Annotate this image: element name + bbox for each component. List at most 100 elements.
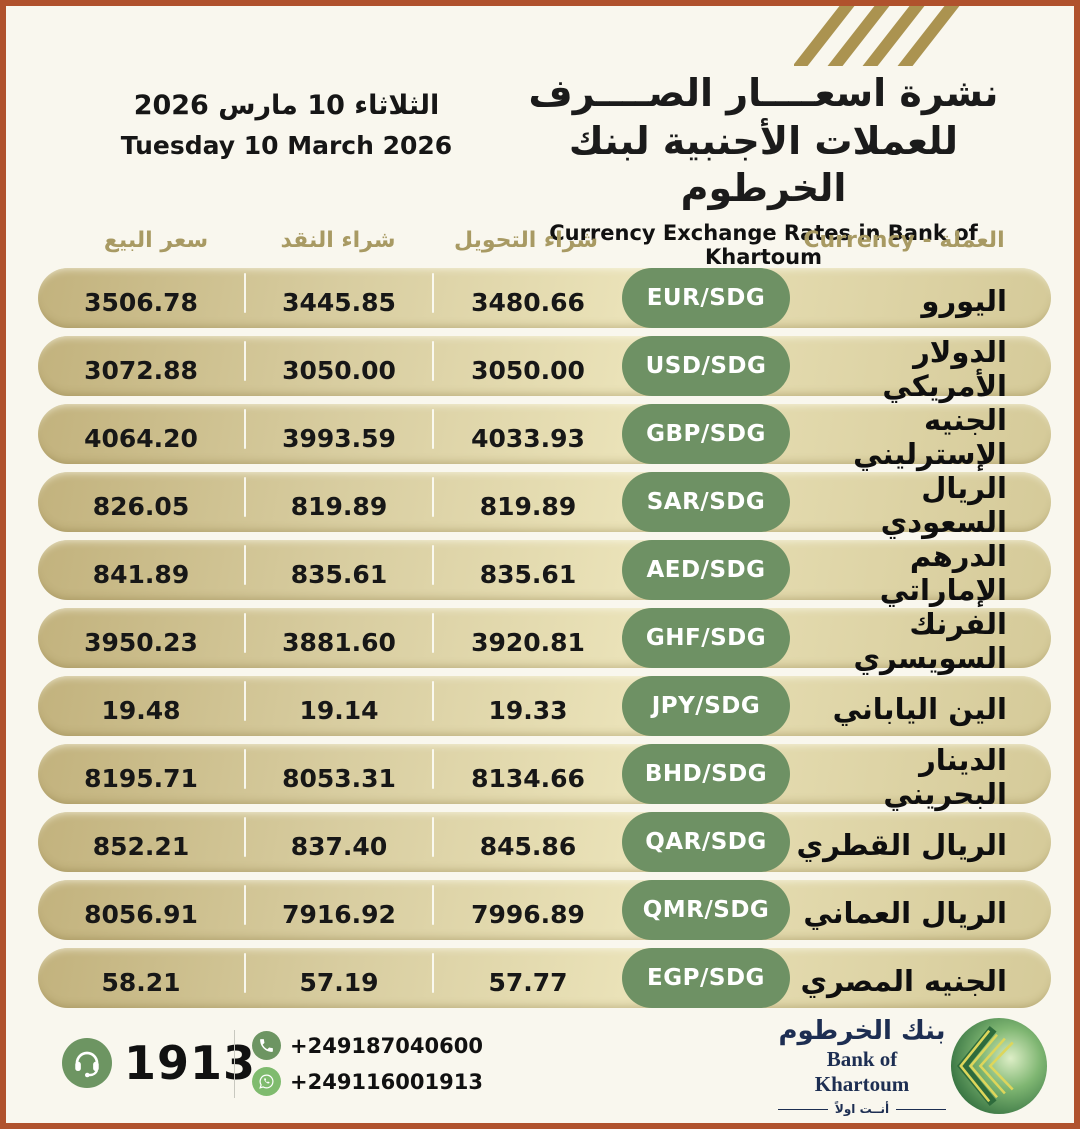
currency-name-arabic: الريال العماني bbox=[803, 895, 1007, 930]
column-divider bbox=[244, 681, 246, 721]
cash-buy-value: 819.89 bbox=[290, 492, 388, 521]
column-divider bbox=[244, 613, 246, 653]
column-header-cash-buy: شراء النقد bbox=[280, 228, 396, 253]
sell-price-value: 4064.20 bbox=[84, 424, 198, 453]
currency-code-badge: GBP/SDG bbox=[622, 404, 790, 464]
contact-numbers: +249187040600 +249116001913 bbox=[252, 1031, 483, 1096]
column-divider bbox=[432, 817, 434, 857]
currency-name-arabic: الدرهم الإماراتي bbox=[879, 538, 1007, 607]
currency-code-badge: EGP/SDG bbox=[622, 948, 790, 1008]
column-header-transfer-buy: شراء التحويل bbox=[453, 228, 599, 253]
currency-code-badge: EUR/SDG bbox=[622, 268, 790, 328]
column-divider bbox=[432, 681, 434, 721]
headset-icon bbox=[62, 1038, 112, 1088]
currency-name-arabic: الين الياباني bbox=[832, 691, 1007, 726]
phone-number: +249187040600 bbox=[290, 1033, 483, 1058]
table-row: 3506.78 3445.85 3480.66 EUR/SDG اليورو bbox=[38, 268, 1051, 328]
hotline-number: 1913 bbox=[124, 1036, 257, 1090]
column-header-currency: العملة - Currency bbox=[803, 228, 1005, 253]
transfer-buy-value: 57.77 bbox=[488, 968, 568, 997]
sell-price-value: 3072.88 bbox=[84, 356, 198, 385]
cash-buy-value: 8053.31 bbox=[282, 764, 396, 793]
title-arabic-line2: للعملات الأجنبية لبنك الخرطوم bbox=[568, 118, 959, 211]
currency-name-arabic: الدولار الأمريكي bbox=[882, 334, 1007, 403]
column-divider bbox=[432, 613, 434, 653]
column-divider bbox=[432, 273, 434, 313]
tagline-text: أنــت اولاً bbox=[834, 1102, 890, 1116]
currency-code-badge: BHD/SDG bbox=[622, 744, 790, 804]
cash-buy-value: 19.14 bbox=[299, 696, 379, 725]
currency-name-arabic: الفرنك السويسري bbox=[853, 606, 1007, 675]
table-row: 8056.91 7916.92 7996.89 QMR/SDG الريال ا… bbox=[38, 880, 1051, 940]
transfer-buy-value: 835.61 bbox=[479, 560, 577, 589]
phone-handset-icon bbox=[252, 1031, 281, 1060]
currency-name-arabic: الدينار البحريني bbox=[883, 742, 1007, 811]
gold-diagonal-stripes bbox=[794, 6, 1004, 66]
column-divider bbox=[244, 545, 246, 585]
table-row: 852.21 837.40 845.86 QAR/SDG الريال القط… bbox=[38, 812, 1051, 872]
transfer-buy-value: 3920.81 bbox=[471, 628, 585, 657]
hotline-block: 1913 bbox=[62, 1036, 256, 1090]
currency-name-arabic: اليورو bbox=[921, 283, 1007, 318]
table-row: 8195.71 8053.31 8134.66 BHD/SDG الدينار … bbox=[38, 742, 1051, 811]
transfer-buy-value: 7996.89 bbox=[471, 900, 585, 929]
column-divider bbox=[244, 885, 246, 925]
title-block: نشرة اسعــــار الصــــرف للعملات الأجنبي… bbox=[491, 70, 1036, 269]
sell-price-value: 852.21 bbox=[92, 832, 190, 861]
sell-price-value: 58.21 bbox=[101, 968, 181, 997]
currency-code-badge: SAR/SDG bbox=[622, 472, 790, 532]
date-arabic: الثلاثاء 10 مارس 2026 bbox=[133, 90, 440, 121]
cash-buy-value: 837.40 bbox=[290, 832, 388, 861]
currency-code-badge: GHF/SDG bbox=[622, 608, 790, 668]
sell-price-value: 8056.91 bbox=[84, 900, 198, 929]
bank-logo-text: بنك الخرطوم Bank of Khartoum أنــت اولاً bbox=[778, 1016, 946, 1116]
bank-of-khartoum-logo: بنك الخرطوم Bank of Khartoum أنــت اولاً bbox=[778, 1016, 1048, 1116]
column-divider bbox=[432, 885, 434, 925]
sell-price-value: 19.48 bbox=[101, 696, 181, 725]
table-row: 826.05 819.89 819.89 SAR/SDG الريال السع… bbox=[38, 470, 1051, 539]
currency-name-arabic: الجنيه الإسترليني bbox=[853, 402, 1007, 471]
column-divider bbox=[244, 749, 246, 789]
column-divider bbox=[432, 749, 434, 789]
column-divider bbox=[244, 953, 246, 993]
cash-buy-value: 3881.60 bbox=[282, 628, 396, 657]
column-divider bbox=[244, 477, 246, 517]
table-row: 58.21 57.19 57.77 EGP/SDG الجنيه المصري bbox=[38, 948, 1051, 1008]
whatsapp-contact-row: +249116001913 bbox=[252, 1067, 483, 1096]
cash-buy-value: 3993.59 bbox=[282, 424, 396, 453]
sell-price-value: 8195.71 bbox=[84, 764, 198, 793]
currency-name-arabic: الريال القطري bbox=[796, 827, 1007, 862]
cash-buy-value: 835.61 bbox=[290, 560, 388, 589]
date-english: Tuesday 10 March 2026 bbox=[120, 131, 453, 160]
whatsapp-number: +249116001913 bbox=[290, 1069, 483, 1094]
date-block: الثلاثاء 10 مارس 2026 Tuesday 10 March 2… bbox=[114, 90, 459, 160]
sell-price-value: 841.89 bbox=[92, 560, 190, 589]
currency-code-badge: AED/SDG bbox=[622, 540, 790, 600]
column-divider bbox=[432, 477, 434, 517]
transfer-buy-value: 19.33 bbox=[488, 696, 568, 725]
currency-code-badge: USD/SDG bbox=[622, 336, 790, 396]
column-divider bbox=[432, 545, 434, 585]
table-row: 3072.88 3050.00 3050.00 USD/SDG الدولار … bbox=[38, 334, 1051, 403]
transfer-buy-value: 8134.66 bbox=[471, 764, 585, 793]
whatsapp-icon bbox=[252, 1067, 281, 1096]
column-divider bbox=[244, 409, 246, 449]
tagline-rule bbox=[778, 1108, 828, 1110]
transfer-buy-value: 3480.66 bbox=[471, 288, 585, 317]
column-header-sell: سعر البيع bbox=[103, 228, 209, 253]
title-arabic-line1: نشرة اسعــــار الصــــرف bbox=[528, 71, 999, 115]
table-row: 841.89 835.61 835.61 AED/SDG الدرهم الإم… bbox=[38, 538, 1051, 607]
table-column-headers: سعر البيع شراء النقد شراء التحويل العملة… bbox=[38, 228, 1051, 262]
footer-divider bbox=[234, 1030, 235, 1098]
cash-buy-value: 7916.92 bbox=[282, 900, 396, 929]
bank-tagline: أنــت اولاً bbox=[778, 1102, 946, 1116]
table-row: 19.48 19.14 19.33 JPY/SDG الين الياباني bbox=[38, 676, 1051, 736]
cash-buy-value: 3445.85 bbox=[282, 288, 396, 317]
sell-price-value: 3506.78 bbox=[84, 288, 198, 317]
currency-name-arabic: الريال السعودي bbox=[880, 470, 1007, 539]
currency-code-badge: QAR/SDG bbox=[622, 812, 790, 872]
cash-buy-value: 57.19 bbox=[299, 968, 379, 997]
column-divider bbox=[432, 953, 434, 993]
tagline-rule bbox=[896, 1108, 946, 1110]
